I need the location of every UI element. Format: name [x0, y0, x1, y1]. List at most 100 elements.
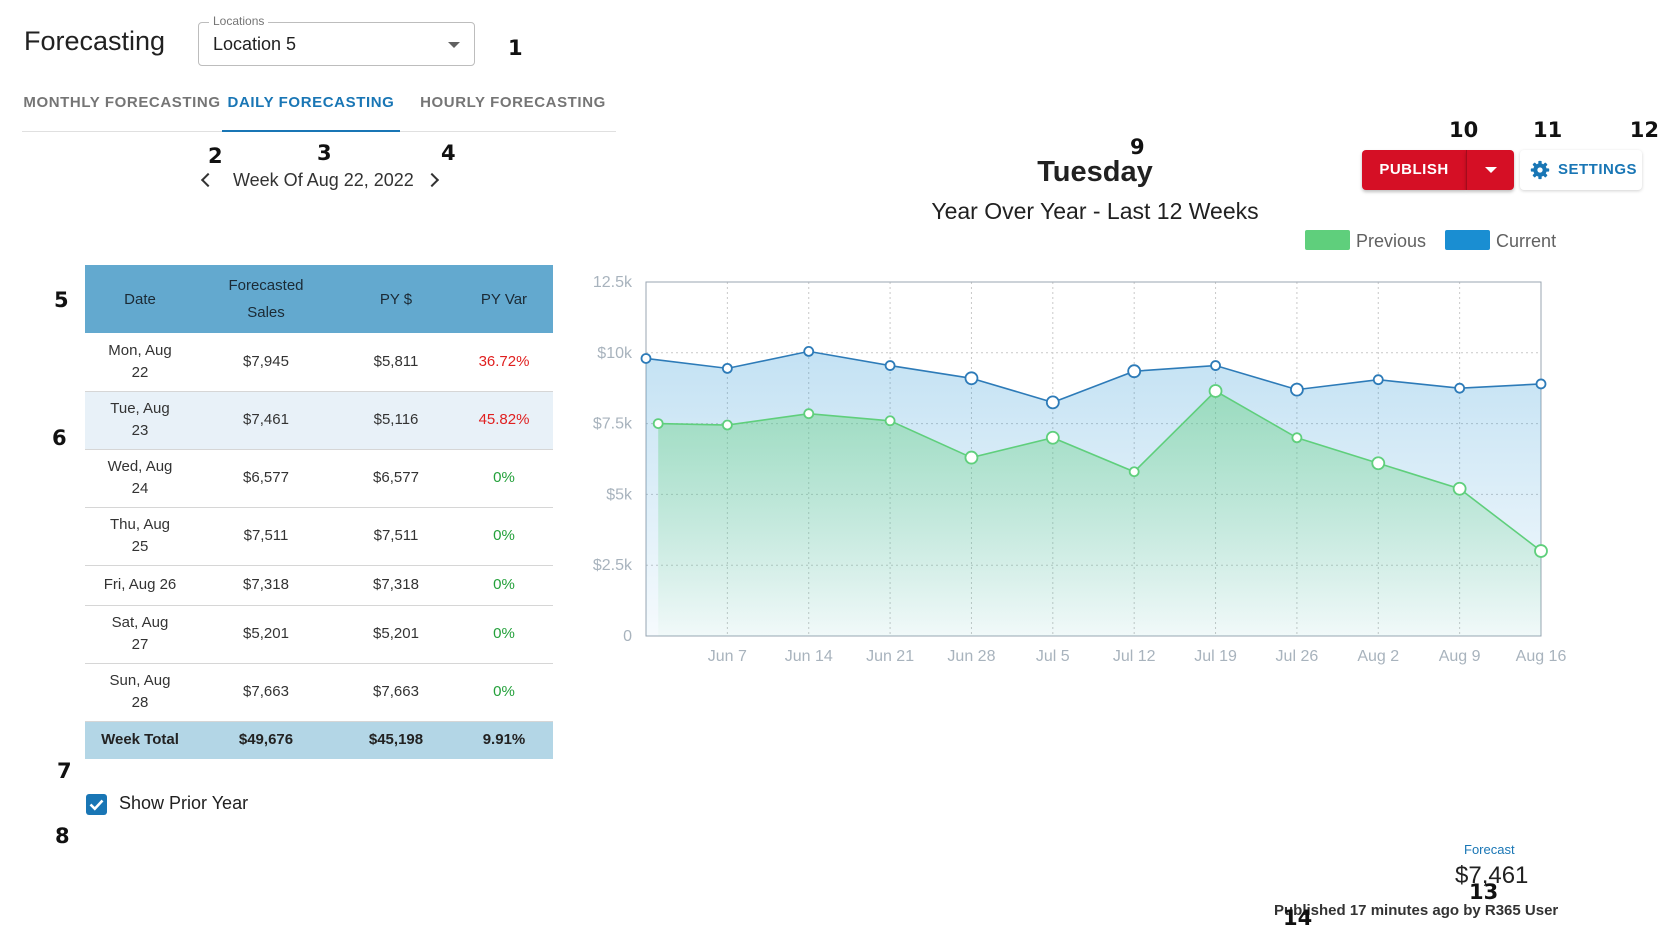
previous-data-point	[1534, 544, 1548, 558]
current-data-point	[1535, 378, 1547, 390]
cell-date: Fri, Aug 26	[85, 565, 195, 606]
previous-data-point	[1208, 384, 1223, 398]
current-data-point	[884, 360, 896, 371]
table-row[interactable]: Sat, Aug 27 $5,201 $5,201 0%	[85, 605, 553, 664]
y-tick-label: $7.5k	[593, 416, 633, 433]
legend-label-previous: Previous	[1356, 231, 1427, 251]
gear-icon	[1530, 160, 1550, 180]
publish-menu-button[interactable]	[1466, 150, 1514, 190]
date-line2: 25	[131, 538, 149, 555]
tab-monthly-forecasting[interactable]: MONTHLY FORECASTING	[23, 94, 221, 111]
cell-date: Sun, Aug 28	[85, 663, 195, 722]
x-tick-label: Jun 28	[947, 648, 995, 665]
column-header-forecasted: Forecasted	[228, 277, 304, 294]
forecast-caption: Forecast	[1464, 842, 1515, 857]
current-data-point	[964, 371, 979, 386]
cell-pyvar: 0%	[455, 663, 553, 722]
cell-forecast[interactable]: $6,577	[195, 449, 337, 508]
date-line1: Thu, Aug	[109, 516, 171, 533]
cell-forecast[interactable]: $7,318	[195, 565, 337, 606]
y-tick-label: $2.5k	[593, 557, 633, 574]
table-row[interactable]: Wed, Aug 24 $6,577 $6,577 0%	[85, 449, 553, 508]
x-axis-labels: Jun 7 Jun 14 Jun 21 Jun 28 Jul 5 Jul 12 Jul 19…	[708, 648, 1567, 665]
x-tick-label: Jul 5	[1036, 648, 1070, 665]
total-forecast: $49,676	[195, 721, 337, 759]
annotation-marker: 4	[441, 141, 456, 165]
x-tick-label: Jul 12	[1113, 648, 1156, 665]
cell-pyvar: 0%	[455, 565, 553, 606]
table-row[interactable]: Sun, Aug 28 $7,663 $7,663 0%	[85, 663, 553, 722]
show-prior-year-checkbox[interactable]	[86, 794, 107, 815]
cell-forecast[interactable]: $7,663	[195, 663, 337, 722]
date-line2: 27	[131, 636, 149, 653]
chart-points	[640, 345, 1548, 558]
annotation-marker: 14	[1283, 906, 1313, 930]
week-label: Week Of Aug 22, 2022	[233, 170, 414, 190]
x-tick-label: Aug 2	[1357, 648, 1399, 665]
yoy-area-chart: 0 $2.5k $5k $7.5k $10k 12.5k Jun 7 Jun 14 Jun 2…	[593, 274, 1567, 665]
published-status: Published 17 minutes ago by R365 User	[1274, 902, 1559, 919]
show-prior-year-label: Show Prior Year	[119, 793, 249, 813]
annotation-marker: 5	[54, 288, 69, 312]
cell-py: $5,201	[337, 605, 455, 664]
annotation-marker: 1	[508, 36, 523, 60]
tab-hourly-forecasting[interactable]: HOURLY FORECASTING	[420, 94, 606, 111]
forecast-table: Date Forecasted Sales PY $ PY Var Mon, Au…	[85, 265, 553, 759]
x-tick-label: Jul 19	[1194, 648, 1237, 665]
cell-pyvar: 0%	[455, 507, 553, 566]
cell-py: $5,116	[337, 391, 455, 450]
x-tick-label: Jun 7	[708, 648, 747, 665]
chart-day-title: Tuesday	[1037, 156, 1153, 188]
cell-py: $7,511	[337, 507, 455, 566]
date-line1: Wed, Aug	[107, 458, 173, 475]
annotation-marker: 10	[1449, 118, 1479, 142]
table-total-row: Week Total $49,676 $45,198 9.91%	[85, 721, 553, 759]
y-tick-label: $5k	[606, 486, 633, 503]
table-row-selected[interactable]: Tue, Aug 23 $7,461 $5,116 45.82%	[85, 391, 553, 450]
annotation-marker: 8	[55, 824, 70, 848]
location-select[interactable]: Locations Location 5	[198, 14, 475, 66]
previous-data-point	[803, 408, 815, 420]
cell-py: $7,663	[337, 663, 455, 722]
total-pyvar: 9.91%	[455, 721, 553, 759]
date-line1: Sun, Aug	[109, 672, 171, 689]
date-line1: Sat, Aug	[111, 614, 169, 631]
chart-legend: Previous Current	[1305, 230, 1556, 252]
previous-data-point	[1291, 432, 1303, 444]
current-data-point	[1454, 382, 1466, 394]
checkmark-icon	[89, 799, 104, 811]
cell-forecast[interactable]: $7,511	[195, 507, 337, 566]
page-title: Forecasting	[24, 26, 166, 56]
cell-date: Wed, Aug 24	[85, 449, 195, 508]
date-line1: Tue, Aug	[110, 400, 170, 417]
cell-forecast[interactable]: $7,945	[195, 333, 337, 392]
tab-daily-forecasting[interactable]: DAILY FORECASTING	[222, 82, 400, 132]
previous-series-area	[658, 391, 1541, 636]
total-py: $45,198	[337, 721, 455, 759]
table-row[interactable]: Thu, Aug 25 $7,511 $7,511 0%	[85, 507, 553, 566]
annotation-marker: 11	[1533, 118, 1563, 142]
cell-pyvar: 0%	[455, 449, 553, 508]
chart-subtitle: Year Over Year - Last 12 Weeks	[931, 198, 1259, 224]
chevron-right-icon[interactable]	[424, 172, 440, 188]
legend-swatch-current	[1445, 230, 1491, 250]
chevron-left-icon[interactable]	[200, 172, 216, 188]
publish-button[interactable]: PUBLISH	[1362, 150, 1466, 190]
cell-forecast[interactable]: $5,201	[195, 605, 337, 664]
table-header-row: Date Forecasted Sales PY $ PY Var	[85, 265, 553, 333]
cell-date: Thu, Aug 25	[85, 507, 195, 566]
cell-forecast[interactable]: $7,461	[195, 391, 337, 450]
annotation-marker: 13	[1469, 880, 1499, 904]
table-row[interactable]: Mon, Aug 22 $7,945 $5,811 36.72%	[85, 333, 553, 392]
current-data-point	[640, 353, 652, 364]
previous-data-point	[964, 450, 979, 465]
column-header-py: PY $	[337, 265, 455, 333]
table-row[interactable]: Fri, Aug 26 $7,318 $7,318 0%	[85, 565, 553, 606]
annotation-marker: 2	[208, 144, 223, 168]
cell-py: $7,318	[337, 565, 455, 606]
settings-button[interactable]: SETTINGS	[1520, 150, 1642, 190]
column-header-forecasted-sales: Forecasted Sales	[195, 265, 337, 333]
column-header-pyvar: PY Var	[455, 265, 553, 333]
legend-label-current: Current	[1496, 231, 1557, 251]
cell-date: Mon, Aug 22	[85, 333, 195, 392]
